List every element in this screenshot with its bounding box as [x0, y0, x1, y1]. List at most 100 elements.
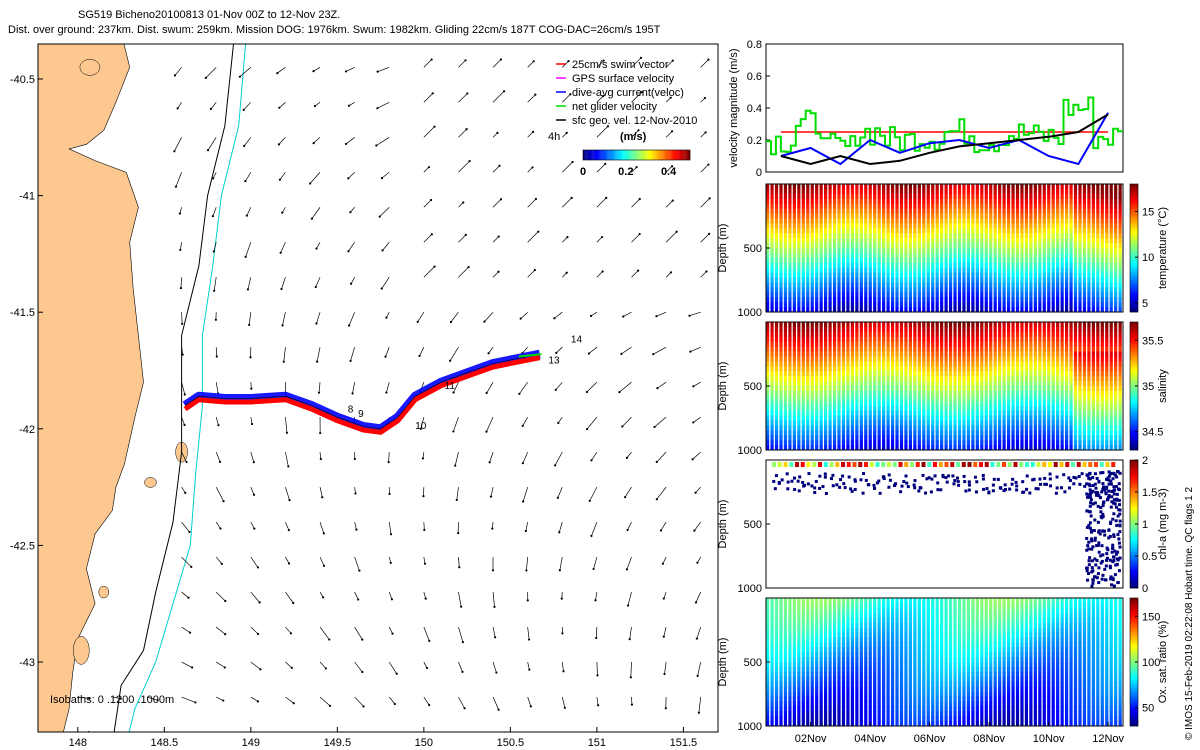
section-cell	[877, 307, 881, 313]
section-cell	[1029, 336, 1033, 342]
section-cell	[1091, 252, 1095, 259]
island	[144, 477, 157, 488]
section-cell	[975, 238, 979, 244]
section-cell	[948, 272, 953, 278]
section-cell	[931, 445, 935, 451]
section-cell	[998, 410, 1002, 416]
section-cell	[904, 257, 908, 264]
section-cell	[837, 228, 841, 234]
section-cell	[841, 228, 846, 234]
section-cell	[966, 351, 971, 357]
section-cell	[1105, 361, 1109, 367]
section-cell	[984, 341, 988, 347]
section-cell	[1029, 331, 1033, 338]
sfc-vel-arrow	[663, 626, 667, 637]
section-cell	[841, 262, 846, 268]
section-cell	[1020, 410, 1024, 416]
section-cell	[984, 188, 988, 195]
section-cell	[1105, 381, 1109, 387]
section-cell	[989, 430, 993, 436]
section-cell	[904, 430, 908, 436]
sfc-vel-arrow	[205, 67, 217, 79]
sfc-vel-arrowhead	[707, 163, 710, 166]
section-cell	[770, 341, 774, 347]
section-cell	[859, 361, 863, 367]
section-cell	[1056, 233, 1060, 239]
section-cell	[940, 252, 944, 259]
sfc-vel-arrowhead	[569, 93, 572, 96]
section-cell	[886, 223, 890, 229]
section-cell	[837, 213, 841, 219]
sfc-vel-arrowhead	[211, 215, 214, 218]
sfc-vel-arrowhead	[554, 464, 557, 467]
section-cell	[944, 223, 948, 229]
sfc-vel-arrowhead	[363, 739, 365, 741]
section-cell	[957, 376, 962, 382]
section-cell	[922, 336, 926, 342]
colorbar-cell	[1130, 256, 1138, 259]
section-cell	[770, 302, 774, 308]
section-cell	[908, 292, 913, 298]
sfc-vel-arrowhead	[485, 391, 488, 395]
section-cell	[846, 297, 850, 303]
section-cell	[913, 203, 917, 209]
section-cell	[926, 322, 930, 328]
sfc-vel-arrow	[210, 102, 217, 110]
section-cell	[1015, 252, 1020, 259]
section-cell	[837, 326, 841, 333]
section-cell	[886, 287, 890, 293]
section-cell	[788, 326, 792, 333]
section-cell	[922, 371, 926, 377]
sfc-vel-arrowhead	[194, 701, 197, 704]
section-cell	[864, 410, 868, 416]
section-cell	[989, 415, 993, 421]
section-cell	[926, 346, 930, 352]
section-cell	[819, 366, 823, 372]
section-cell	[957, 252, 962, 259]
section-cell	[1029, 405, 1033, 411]
sfc-vel-arrow	[277, 67, 286, 74]
sfc-vel-arrowhead	[213, 289, 216, 292]
section-cell	[913, 302, 917, 308]
section-cell	[1073, 307, 1078, 313]
legend-colorbar-cell	[660, 150, 662, 160]
sfc-vel-arrowhead	[292, 601, 295, 605]
section-cell	[989, 272, 993, 278]
section-cell	[1064, 435, 1069, 441]
section-cell	[975, 341, 979, 347]
section-cell	[882, 248, 886, 254]
section-cell	[783, 366, 788, 372]
legend-colorbar-cell	[614, 150, 616, 160]
section-cell	[774, 188, 779, 195]
section-cell	[1051, 322, 1055, 328]
section-cell	[1024, 386, 1029, 392]
section-cell	[975, 390, 979, 397]
section-cell	[948, 198, 953, 204]
sfc-vel-arrow	[596, 125, 609, 138]
section-cell	[1096, 381, 1100, 387]
section-cell	[904, 193, 908, 200]
section-cell	[1015, 193, 1020, 200]
section-cell	[895, 390, 899, 397]
sfc-vel-arrow	[458, 128, 467, 138]
section-cell	[1100, 218, 1104, 224]
colorbar-cell	[1130, 220, 1138, 223]
section-cell	[940, 302, 944, 308]
section-cell	[855, 267, 859, 273]
legend-colorbar-cell	[611, 150, 614, 160]
section-cell	[904, 371, 908, 377]
section-cell	[1006, 307, 1011, 313]
section-cell	[1087, 218, 1091, 224]
section-cell	[913, 272, 917, 278]
section-cell	[806, 252, 810, 259]
section-cell	[899, 366, 904, 372]
section-cell	[1024, 193, 1029, 200]
section-cell	[819, 425, 823, 431]
section-cell	[846, 356, 850, 362]
section-cell	[837, 445, 841, 451]
colorbar-cell	[1130, 258, 1138, 262]
section-cell	[770, 425, 774, 431]
section-cell	[971, 203, 975, 209]
section-cell	[797, 425, 801, 431]
